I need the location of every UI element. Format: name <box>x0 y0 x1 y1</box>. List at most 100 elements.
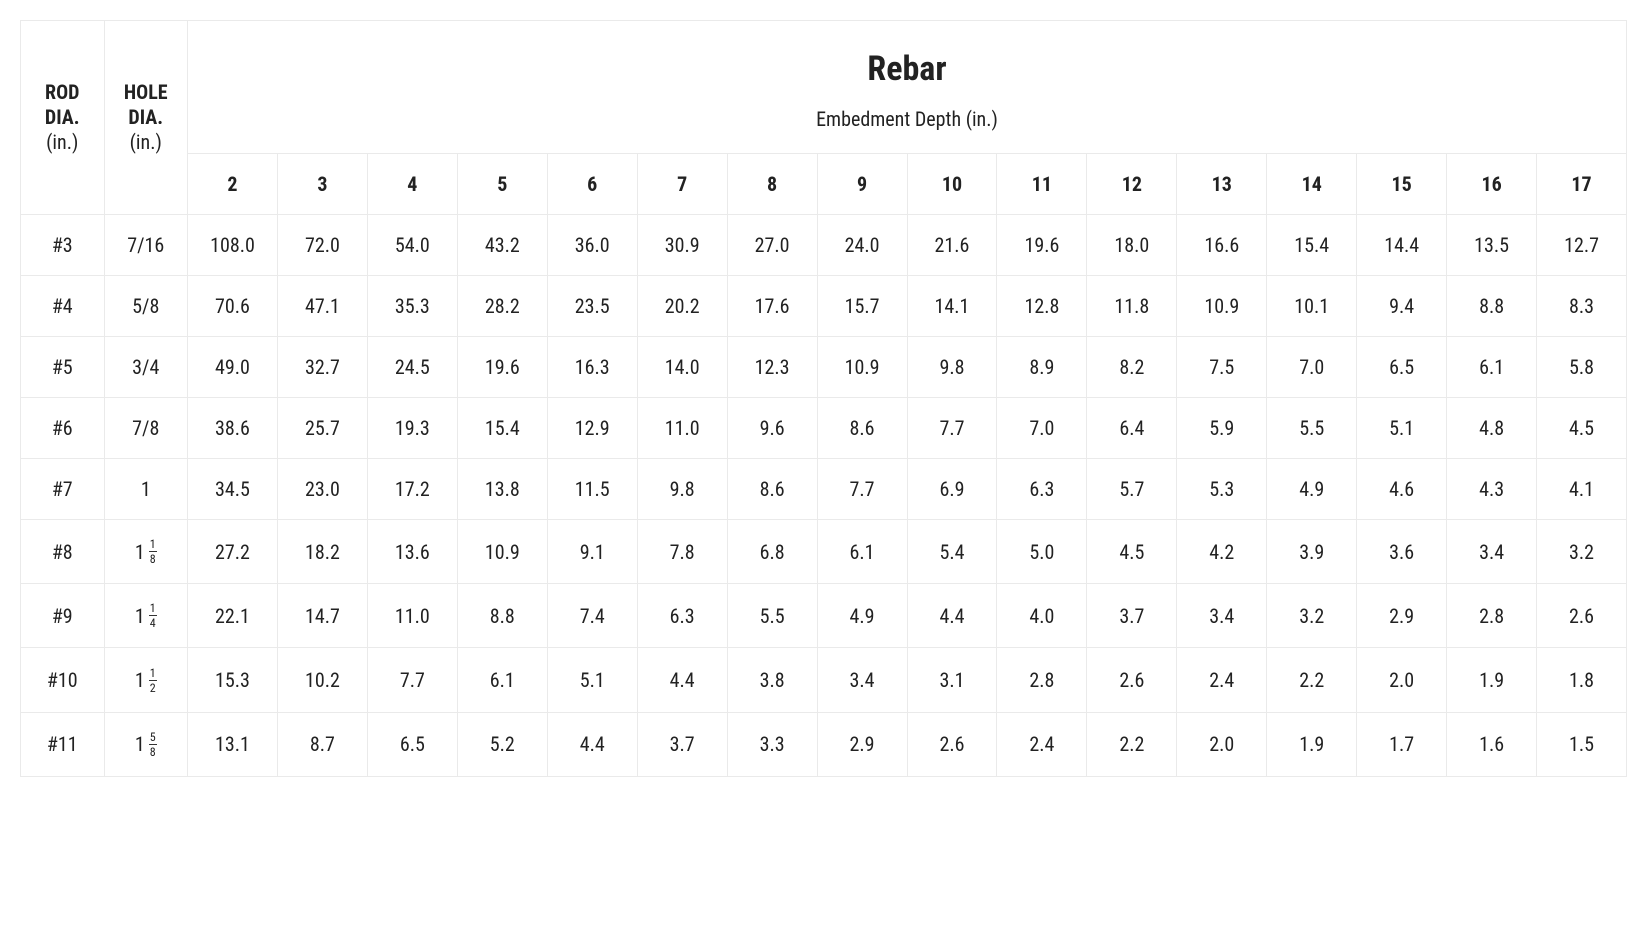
value-cell: 10.2 <box>277 648 367 712</box>
hole-dia-cell: 112 <box>104 648 188 712</box>
value-cell: 8.3 <box>1537 276 1627 337</box>
rod-dia-cell: #6 <box>21 398 105 459</box>
value-cell: 54.0 <box>367 215 457 276</box>
value-cell: 3.3 <box>727 712 817 776</box>
value-cell: 28.2 <box>457 276 547 337</box>
depth-col-header: 9 <box>817 154 907 215</box>
value-cell: 4.3 <box>1447 459 1537 520</box>
value-cell: 6.1 <box>1447 337 1537 398</box>
value-cell: 3.7 <box>637 712 727 776</box>
hole-dia-cell: 1 <box>104 459 188 520</box>
table-row: #45/870.647.135.328.223.520.217.615.714.… <box>21 276 1627 337</box>
value-cell: 4.9 <box>1267 459 1357 520</box>
hole-fraction: 14 <box>149 602 157 629</box>
hole-whole: 1 <box>135 604 145 628</box>
value-cell: 9.8 <box>637 459 727 520</box>
value-cell: 22.1 <box>188 584 278 648</box>
value-cell: 20.2 <box>637 276 727 337</box>
value-cell: 1.5 <box>1537 712 1627 776</box>
depth-col-header: 4 <box>367 154 457 215</box>
value-cell: 47.1 <box>277 276 367 337</box>
header-rod-dia: ROD DIA. (in.) <box>21 21 105 215</box>
value-cell: 17.6 <box>727 276 817 337</box>
hole-fraction-num: 1 <box>149 667 157 681</box>
value-cell: 9.1 <box>547 520 637 584</box>
depth-col-header: 8 <box>727 154 817 215</box>
value-cell: 3.7 <box>1087 584 1177 648</box>
value-cell: 10.1 <box>1267 276 1357 337</box>
value-cell: 19.6 <box>457 337 547 398</box>
value-cell: 4.4 <box>547 712 637 776</box>
value-cell: 18.0 <box>1087 215 1177 276</box>
hole-dia-cell: 7/8 <box>104 398 188 459</box>
hole-dia-cell: 7/16 <box>104 215 188 276</box>
value-cell: 7.0 <box>997 398 1087 459</box>
depth-col-header: 3 <box>277 154 367 215</box>
table-header: ROD DIA. (in.) HOLE DIA. (in.) Rebar Emb… <box>21 21 1627 215</box>
value-cell: 7.7 <box>367 648 457 712</box>
header-hole-dia: HOLE DIA. (in.) <box>104 21 188 215</box>
value-cell: 12.7 <box>1537 215 1627 276</box>
value-cell: 1.9 <box>1447 648 1537 712</box>
value-cell: 70.6 <box>188 276 278 337</box>
hole-dia-cell: 5/8 <box>104 276 188 337</box>
value-cell: 4.5 <box>1537 398 1627 459</box>
value-cell: 3.1 <box>907 648 997 712</box>
value-cell: 15.3 <box>188 648 278 712</box>
value-cell: 2.0 <box>1357 648 1447 712</box>
depth-col-header: 2 <box>188 154 278 215</box>
depth-header-row: 234567891011121314151617 <box>21 154 1627 215</box>
value-cell: 4.9 <box>817 584 907 648</box>
rod-dia-label: ROD DIA. <box>45 80 80 129</box>
table-row: #811827.218.213.610.99.17.86.86.15.45.04… <box>21 520 1627 584</box>
value-cell: 13.8 <box>457 459 547 520</box>
hole-fraction-den: 2 <box>149 681 157 694</box>
value-cell: 23.5 <box>547 276 637 337</box>
value-cell: 11.0 <box>637 398 727 459</box>
value-cell: 5.0 <box>997 520 1087 584</box>
value-cell: 5.8 <box>1537 337 1627 398</box>
value-cell: 11.8 <box>1087 276 1177 337</box>
value-cell: 14.7 <box>277 584 367 648</box>
hole-fraction: 18 <box>149 538 157 565</box>
value-cell: 8.8 <box>457 584 547 648</box>
hole-fraction: 12 <box>149 667 157 694</box>
value-cell: 13.5 <box>1447 215 1537 276</box>
value-cell: 12.3 <box>727 337 817 398</box>
value-cell: 5.7 <box>1087 459 1177 520</box>
value-cell: 1.7 <box>1357 712 1447 776</box>
value-cell: 27.0 <box>727 215 817 276</box>
hole-fraction-num: 1 <box>149 538 157 552</box>
value-cell: 9.4 <box>1357 276 1447 337</box>
value-cell: 2.4 <box>997 712 1087 776</box>
value-cell: 6.3 <box>637 584 727 648</box>
value-cell: 2.4 <box>1177 648 1267 712</box>
value-cell: 27.2 <box>188 520 278 584</box>
table-subtitle: Embedment Depth (in.) <box>816 107 998 131</box>
value-cell: 2.6 <box>1087 648 1177 712</box>
value-cell: 15.4 <box>457 398 547 459</box>
value-cell: 25.7 <box>277 398 367 459</box>
value-cell: 10.9 <box>457 520 547 584</box>
value-cell: 35.3 <box>367 276 457 337</box>
value-cell: 1.8 <box>1537 648 1627 712</box>
value-cell: 2.2 <box>1267 648 1357 712</box>
value-cell: 21.6 <box>907 215 997 276</box>
value-cell: 14.0 <box>637 337 727 398</box>
value-cell: 32.7 <box>277 337 367 398</box>
value-cell: 4.4 <box>637 648 727 712</box>
value-cell: 6.1 <box>817 520 907 584</box>
hole-fraction-den: 4 <box>149 616 157 629</box>
depth-col-header: 13 <box>1177 154 1267 215</box>
value-cell: 6.4 <box>1087 398 1177 459</box>
value-cell: 3.2 <box>1267 584 1357 648</box>
value-cell: 18.2 <box>277 520 367 584</box>
value-cell: 5.5 <box>727 584 817 648</box>
rod-dia-cell: #9 <box>21 584 105 648</box>
value-cell: 8.6 <box>727 459 817 520</box>
rod-dia-unit: (in.) <box>27 130 98 155</box>
depth-col-header: 10 <box>907 154 997 215</box>
hole-whole: 1 <box>135 732 145 756</box>
value-cell: 3.2 <box>1537 520 1627 584</box>
value-cell: 2.0 <box>1177 712 1267 776</box>
